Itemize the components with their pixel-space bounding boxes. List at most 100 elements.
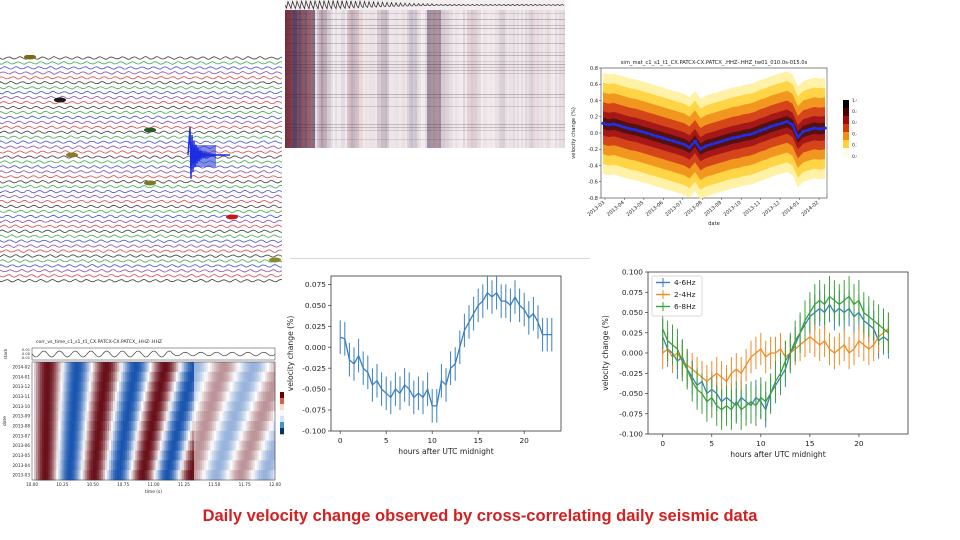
corr-cell: [268, 362, 272, 373]
corr-cell: [104, 401, 108, 412]
median-point: [807, 128, 811, 132]
corr-cell: [48, 470, 51, 481]
corr-cell: [210, 362, 213, 373]
matrix-streak: [431, 10, 433, 148]
corr-cell: [58, 362, 61, 373]
corr-cell: [224, 470, 227, 481]
corr-cell: [133, 450, 136, 461]
corr-cell: [169, 401, 173, 412]
corr-cell: [131, 430, 134, 442]
corr-cell: [206, 381, 209, 392]
corr-cell: [117, 450, 120, 461]
corr-cell: [86, 460, 90, 471]
corr-cell: [117, 411, 120, 422]
corr-cell: [242, 440, 245, 451]
corr-cell: [76, 421, 79, 432]
corr-cell: [64, 362, 67, 373]
corr-cell: [70, 362, 73, 373]
corr-cell: [117, 401, 120, 412]
corr-cell: [78, 371, 81, 383]
corr-cell: [218, 371, 221, 383]
corr-cell: [58, 440, 61, 451]
corr-cell: [157, 381, 160, 392]
corr-cell: [264, 391, 268, 402]
corr-cell: [165, 362, 169, 373]
matrix-streak: [391, 10, 393, 148]
corr-cell: [46, 470, 49, 481]
colorbar-segment: [843, 140, 849, 149]
corr-cell: [206, 460, 209, 471]
corr-cell: [236, 411, 239, 422]
hourly-velocity-change-panel: 0.075 0.050 0.025 0.000 -0.025 -0.050 -0.075 -0…: [285, 268, 570, 468]
corr-cell: [252, 381, 256, 392]
corr-cell: [244, 362, 247, 373]
density-x-tick-label: 2013-04: [606, 200, 626, 218]
corr-cell: [125, 430, 128, 442]
y-axis-label: velocity change (%): [601, 315, 610, 391]
corr-cell: [165, 470, 169, 481]
corr-cell: [143, 430, 146, 442]
corr-cell: [159, 421, 162, 432]
corr-cell: [173, 470, 177, 481]
corr-cell: [230, 440, 233, 451]
matrix-streak: [311, 10, 313, 148]
corr-cell: [256, 421, 260, 432]
corr-cell: [90, 401, 94, 412]
corr-cell: [78, 391, 81, 402]
corr-cell: [127, 381, 130, 392]
corr-cell: [60, 411, 63, 422]
corr-cell: [222, 381, 225, 392]
corr-cell: [226, 440, 229, 451]
corr-cell: [58, 421, 61, 432]
corr-cell: [66, 371, 69, 383]
waveform-trace: [0, 71, 282, 75]
corr-cell: [187, 460, 191, 471]
corr-cell: [113, 421, 116, 432]
matrix-streak: [563, 10, 565, 148]
corr-cell: [179, 470, 183, 481]
corr-cell: [104, 391, 108, 402]
corr-cell: [68, 371, 71, 383]
matrix-band: [285, 43, 565, 44]
corr-cell: [129, 421, 132, 432]
corr-cell: [173, 381, 177, 392]
corr-cell: [153, 450, 156, 461]
corr-cell: [68, 401, 71, 412]
median-point: [709, 142, 713, 146]
corr-cell: [194, 381, 197, 392]
corr-cell: [256, 401, 260, 412]
corr-cell: [143, 440, 146, 451]
corr-cell: [273, 460, 276, 471]
corr-cell: [198, 460, 201, 471]
matrix-streak: [455, 10, 457, 148]
corr-cell: [224, 430, 227, 442]
corr-cell: [167, 371, 171, 383]
corr-cell: [246, 440, 250, 451]
corr-cell: [157, 411, 160, 422]
corr-cell: [86, 401, 90, 412]
corr-y-tick-label: 2013-06: [13, 443, 31, 448]
corr-cell: [181, 381, 185, 392]
waveform-trace: [0, 189, 282, 194]
corr-cell: [210, 411, 213, 422]
matrix-streak: [331, 10, 333, 148]
corr-cell: [185, 440, 189, 451]
corr-cell: [68, 411, 71, 422]
corr-y-tick-label: 2013-09: [13, 414, 31, 419]
corr-cell: [139, 470, 142, 481]
corr-cell: [264, 430, 268, 442]
corr-cell: [189, 381, 193, 392]
corr-cell: [88, 401, 92, 412]
median-point: [650, 133, 654, 137]
corr-cell: [102, 440, 106, 451]
corr-cell: [54, 470, 57, 481]
corr-cell: [64, 440, 67, 451]
median-point: [747, 133, 751, 137]
corr-cell: [76, 450, 79, 461]
corr-cell: [238, 440, 241, 451]
corr-cell: [216, 362, 219, 373]
corr-cell: [192, 381, 195, 392]
corr-cell: [264, 421, 268, 432]
corr-cell: [133, 371, 136, 383]
corr-cell: [192, 371, 195, 383]
